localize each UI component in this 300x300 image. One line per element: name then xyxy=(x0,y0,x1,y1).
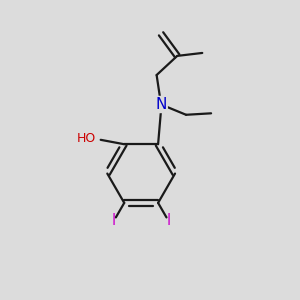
Text: I: I xyxy=(166,213,170,228)
Text: I: I xyxy=(112,213,116,228)
Text: N: N xyxy=(155,97,167,112)
Text: HO: HO xyxy=(77,132,96,145)
